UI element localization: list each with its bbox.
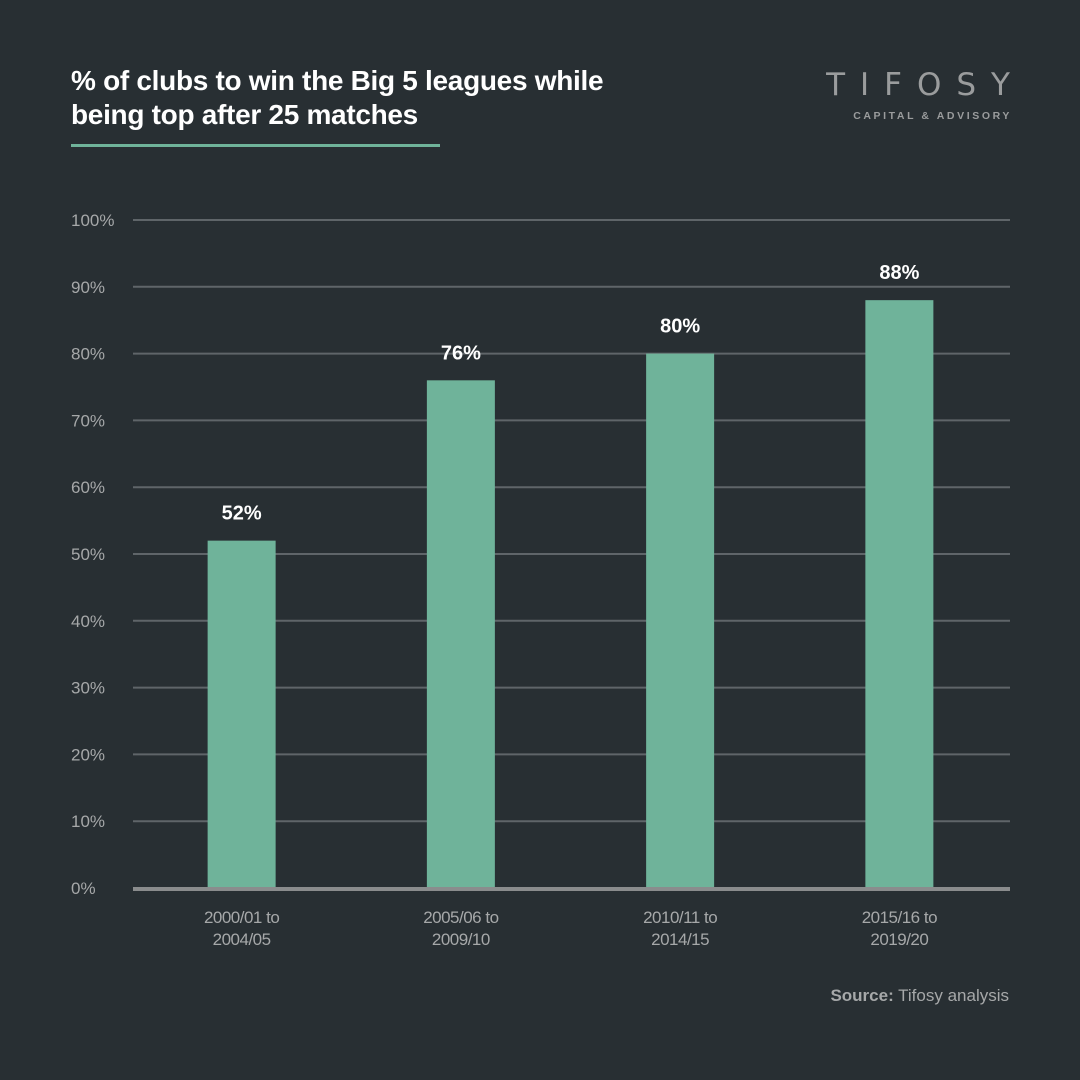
x-tick-label: 2000/01 to bbox=[204, 908, 279, 927]
x-tick-label: 2005/06 to bbox=[423, 908, 498, 927]
data-label: 88% bbox=[879, 262, 919, 284]
data-label: 52% bbox=[222, 503, 262, 525]
x-tick-label: 2010/11 to bbox=[643, 908, 717, 927]
x-tick-label: 2015/16 to bbox=[862, 908, 937, 927]
gridlines bbox=[133, 219, 1010, 823]
bar bbox=[207, 540, 276, 888]
x-tick-label: 2009/10 bbox=[432, 930, 490, 949]
x-tick-label: 2014/15 bbox=[651, 930, 709, 949]
bar bbox=[865, 300, 934, 888]
logo-name: TIFOSY bbox=[826, 67, 1025, 103]
data-label: 76% bbox=[441, 342, 481, 364]
y-tick-label: 60% bbox=[71, 478, 105, 497]
source-note: Source: Tifosy analysis bbox=[830, 986, 1009, 1006]
y-tick-label: 90% bbox=[71, 278, 105, 297]
chart-title-line-1: % of clubs to win the Big 5 leagues whil… bbox=[71, 65, 604, 96]
source-text: Tifosy analysis bbox=[893, 986, 1009, 1005]
logo-subtitle: CAPITAL & ADVISORY bbox=[853, 110, 1012, 122]
y-tick-label: 80% bbox=[71, 345, 105, 364]
x-tick-label: 2019/20 bbox=[870, 930, 928, 949]
y-tick-label: 40% bbox=[71, 612, 105, 631]
data-label: 80% bbox=[660, 316, 700, 338]
y-tick-label: 70% bbox=[71, 411, 105, 430]
tifosy-logo: TIFOSY CAPITAL & ADVISORY bbox=[826, 68, 1010, 122]
data-labels: 52% 76% 80% 88% bbox=[222, 262, 920, 524]
y-tick-label: 10% bbox=[71, 812, 105, 831]
y-tick-label: 100% bbox=[71, 211, 114, 230]
y-tick-label: 50% bbox=[71, 545, 105, 564]
chart-title: % of clubs to win the Big 5 leagues whil… bbox=[71, 64, 691, 132]
y-tick-label: 30% bbox=[71, 679, 105, 698]
y-tick-label: 20% bbox=[71, 745, 105, 764]
chart-title-line-2: being top after 25 matches bbox=[71, 99, 418, 130]
y-tick-label: 0% bbox=[71, 879, 96, 898]
bar bbox=[646, 353, 715, 889]
source-label: Source: bbox=[830, 986, 894, 1005]
title-underline bbox=[71, 144, 440, 147]
y-axis-tick-labels: 0% 10% 20% 30% 40% 50% 60% 70% 80% 90% 100% bbox=[71, 211, 114, 898]
bars bbox=[207, 300, 934, 889]
x-tick-label: 2004/05 bbox=[213, 930, 271, 949]
x-axis-tick-labels: 2000/01 to 2004/05 2005/06 to 2009/10 2010/1… bbox=[204, 908, 938, 949]
bar bbox=[426, 380, 495, 888]
